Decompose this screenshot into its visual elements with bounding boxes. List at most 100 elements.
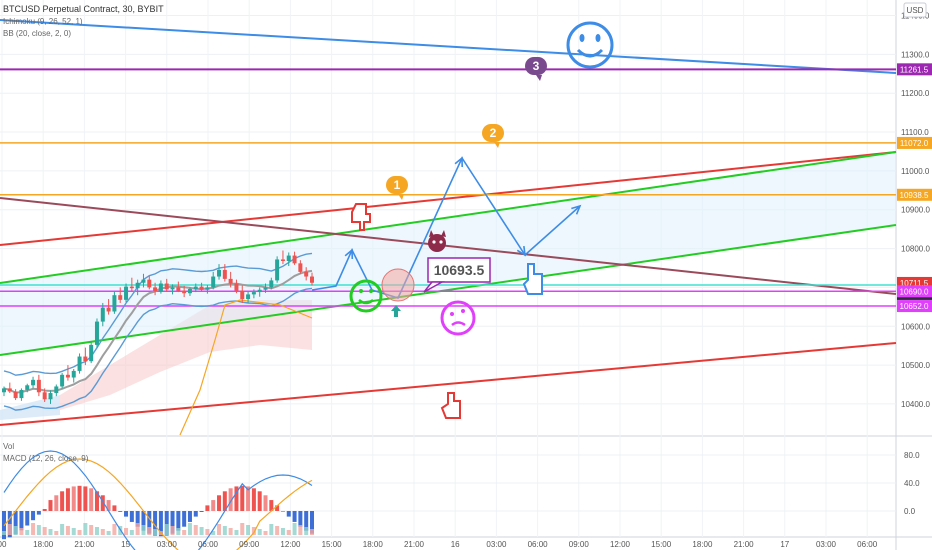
candle-body: [118, 295, 123, 300]
pointing-hand-icon[interactable]: [440, 392, 461, 419]
macd-histogram-bar: [199, 511, 204, 512]
currency-button[interactable]: USD: [903, 2, 927, 18]
x-tick-label: 06:00: [198, 540, 219, 549]
candle-body: [240, 290, 245, 300]
volume-bar: [65, 526, 70, 535]
trendlines[interactable]: [0, 19, 897, 426]
candle-body: [25, 385, 30, 390]
marker-2[interactable]: 2: [482, 124, 504, 148]
devil-icon[interactable]: [428, 230, 446, 252]
candle-body: [71, 370, 76, 378]
pointing-hand-icon[interactable]: [522, 263, 543, 295]
marker-3[interactable]: 3: [525, 57, 547, 81]
y-tick-label: 11300.0: [901, 50, 930, 59]
volume-bar: [251, 527, 256, 535]
smiley-icon[interactable]: [566, 21, 614, 69]
candle-body: [158, 283, 163, 292]
bb-legend[interactable]: BB (20, close, 2, 0): [3, 29, 71, 38]
price-tag: [897, 300, 932, 313]
candle-body: [251, 292, 256, 295]
ichimoku-legend[interactable]: Ichimoku (9, 26, 52, 1): [3, 17, 83, 26]
volume-bar: [77, 530, 82, 535]
candle-body: [7, 388, 12, 392]
volume-bar: [275, 526, 280, 535]
macd-legend[interactable]: MACD (12, 26, close, 9): [3, 454, 89, 463]
volume-bar: [240, 523, 245, 535]
volume-bar: [292, 523, 297, 535]
volume-bar: [2, 531, 6, 535]
time-axis[interactable]: 00 18:00 21:00 15 03:00 06:00 09:00 12:00 15:00 1…: [0, 540, 878, 549]
candle-body: [193, 286, 198, 289]
sad-face-icon[interactable]: [440, 300, 476, 336]
highlight-circle[interactable]: [381, 268, 415, 302]
projection-arrowhead: [344, 248, 354, 260]
candle-body: [147, 279, 152, 288]
candle-body: [141, 279, 146, 283]
volume-bar: [48, 529, 53, 535]
y-tick-label: 0.0: [904, 507, 916, 516]
candle-body: [298, 263, 303, 272]
y-tick-label: 11100.0: [901, 128, 929, 137]
volume-bar: [187, 523, 192, 535]
macd-histogram-bar: [170, 511, 175, 534]
pointing-hand-icon[interactable]: [351, 203, 371, 231]
y-tick-label: 40.0: [904, 479, 920, 488]
volume-legend[interactable]: Vol: [3, 442, 14, 451]
macd-histogram-bar: [286, 511, 291, 517]
macd-histogram-bar: [13, 511, 18, 535]
volume-bar: [124, 528, 129, 535]
x-tick-label: 18:00: [692, 540, 713, 549]
candle-body: [42, 392, 47, 400]
price-callout[interactable]: 10693.5: [423, 257, 491, 293]
x-tick-label: 03:00: [486, 540, 507, 549]
marker-1[interactable]: 1: [386, 176, 408, 200]
trend-line: [0, 151, 897, 284]
candle-body: [36, 379, 41, 393]
candle-body: [65, 374, 70, 378]
trend-line: [0, 151, 897, 246]
macd-histogram-bar: [251, 488, 256, 511]
macd-histogram-bar: [106, 500, 111, 511]
candle-body: [205, 287, 210, 290]
volume-bar: [147, 527, 152, 535]
x-tick-label: 21:00: [404, 540, 425, 549]
volume-bar: [94, 527, 99, 535]
candle-body: [54, 386, 59, 394]
macd-histogram-bar: [240, 485, 245, 511]
ichimoku-lagging: [179, 299, 313, 436]
macd-histogram-bar: [129, 511, 134, 522]
green-smiley-icon[interactable]: [349, 279, 383, 313]
up-arrow-icon[interactable]: [391, 305, 401, 317]
currency-label: USD: [907, 6, 924, 15]
volume-bar: [246, 525, 251, 535]
y-tick-label: 10600.0: [901, 322, 930, 331]
x-tick-label: 18:00: [363, 540, 384, 549]
macd-histogram-bar: [153, 511, 158, 536]
candle-body: [187, 288, 192, 294]
projection-arrowhead: [516, 245, 527, 257]
macd-histogram-bar: [48, 500, 53, 511]
bb-upper: [3, 252, 313, 376]
volume-bar: [112, 524, 117, 535]
macd-histogram-bar: [158, 511, 163, 537]
candle-body: [257, 289, 262, 293]
y-tick-label: 11000.0: [901, 167, 930, 176]
x-tick-label: 18:00: [33, 540, 54, 549]
macd-histogram-bar: [19, 511, 24, 531]
volume-bar: [129, 530, 134, 535]
macd-histogram-bar: [310, 511, 314, 534]
chart-title: BTCUSD Perpetual Contract, 30, BYBIT: [3, 4, 164, 14]
x-tick-label: 00: [0, 540, 7, 549]
volume-bar: [205, 529, 210, 535]
x-tick-label: 15:00: [322, 540, 343, 549]
candle-body: [170, 287, 175, 290]
macd-indicator: [2, 450, 314, 550]
macd-histogram-bar: [147, 511, 152, 534]
volume-bar: [19, 528, 24, 535]
price-axis[interactable]: 11400.011300.011200.011100.011000.010900…: [901, 12, 930, 516]
volume-bar: [211, 531, 216, 535]
price-tag-label: 10711.5: [900, 279, 929, 288]
volume-bar: [83, 523, 88, 535]
x-tick-label: 03:00: [157, 540, 178, 549]
